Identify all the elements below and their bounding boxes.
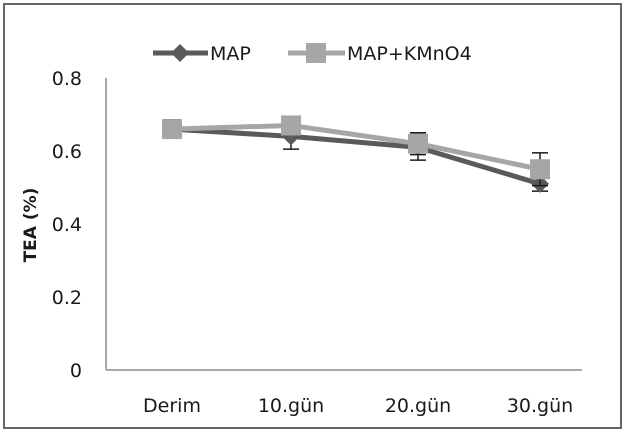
data-point-map-kmno4: [281, 115, 301, 136]
series-line-map: [171, 126, 541, 187]
y-tick-label: 0: [70, 360, 82, 382]
y-tick-label: 0.6: [52, 141, 82, 163]
y-axis-label: TEA (%): [21, 188, 41, 263]
x-tick-label: Derim: [143, 395, 201, 417]
y-tick-label: 0.4: [52, 214, 82, 236]
legend-label-map: MAP: [210, 43, 251, 65]
legend-swatch-map-marker: [171, 44, 189, 62]
x-tick-label: 10.gün: [258, 395, 324, 417]
y-tick-labels: 0 0.2 0.4 0.6 0.8: [52, 68, 82, 382]
y-tick-label: 0.8: [52, 68, 82, 90]
x-tick-label: 30.gün: [507, 395, 573, 417]
plot-area: [162, 115, 550, 193]
legend: MAP MAP+KMnO4: [153, 43, 472, 65]
data-point-map-kmno4: [530, 159, 550, 180]
data-point-map-kmno4: [408, 133, 428, 154]
x-tick-labels: Derim 10.gün 20.gün 30.gün: [143, 395, 573, 417]
y-tick-label: 0.2: [52, 287, 82, 309]
legend-label-map-kmno4: MAP+KMnO4: [347, 43, 472, 65]
legend-swatch-kmno4-marker: [306, 43, 326, 63]
data-point-map: [282, 127, 300, 146]
x-tick-label: 20.gün: [385, 395, 451, 417]
data-point-map-kmno4: [162, 119, 182, 140]
series-line-map-kmno4: [171, 122, 541, 172]
